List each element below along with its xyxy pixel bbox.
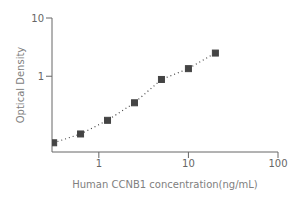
svg-text:1: 1	[96, 158, 102, 169]
svg-text:10: 10	[182, 158, 195, 169]
svg-text:Human CCNB1 concentration(ng/m: Human CCNB1 concentration(ng/mL)	[72, 179, 258, 190]
svg-text:1: 1	[38, 71, 44, 82]
svg-text:100: 100	[268, 158, 287, 169]
svg-text:10: 10	[31, 13, 44, 24]
svg-text:Optical Density: Optical Density	[15, 47, 26, 124]
